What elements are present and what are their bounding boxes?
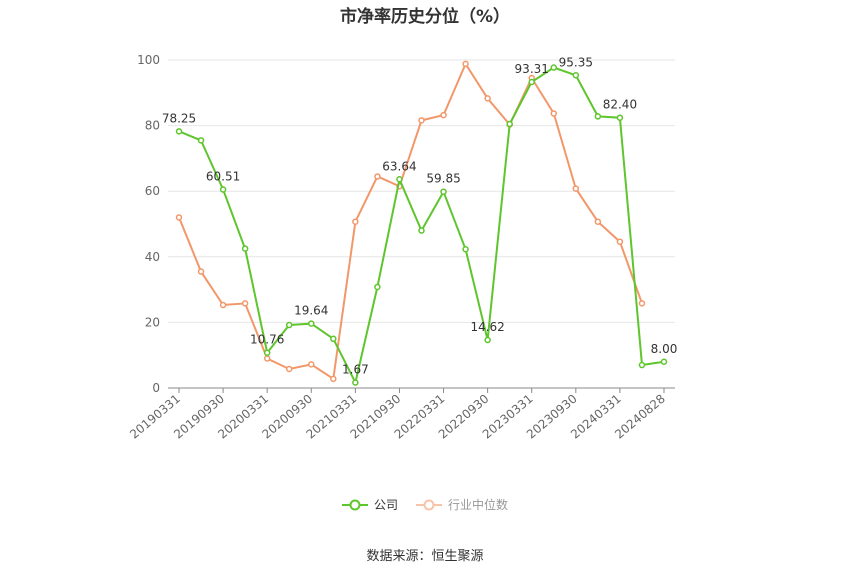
data-point	[594, 113, 602, 120]
data-labels: 78.25 60.51 10.76 19.64 1.67 63.64 59.85 14.62 9…	[162, 55, 678, 376]
data-point	[374, 283, 381, 291]
chart-title: 市净率历史分位（%）	[339, 7, 511, 27]
data-source: 数据来源：恒生聚源	[366, 549, 484, 564]
data-label: 93.31	[515, 62, 549, 76]
legend-label-company: 公司	[373, 498, 398, 512]
data-point	[440, 188, 447, 195]
axes: 0204060801002019033120190930202003312020…	[127, 53, 675, 442]
data-label: 14.62	[470, 320, 504, 334]
data-point	[219, 186, 227, 193]
data-label: 8.00	[651, 342, 678, 356]
data-label: 10.76	[250, 333, 284, 347]
legend-item-company[interactable]: 公司	[341, 496, 398, 513]
series	[175, 60, 668, 386]
data-point	[572, 185, 580, 192]
data-point	[462, 246, 469, 253]
data-point	[594, 218, 602, 225]
data-point	[616, 238, 624, 245]
y-tick-label: 40	[145, 250, 160, 264]
data-label: 78.25	[162, 111, 196, 125]
data-point	[484, 95, 491, 102]
data-label: 19.64	[294, 304, 328, 318]
data-point	[506, 120, 513, 128]
data-point	[352, 379, 359, 386]
data-point	[418, 117, 425, 124]
data-label: 63.64	[382, 159, 416, 173]
data-label: 82.40	[603, 98, 637, 112]
data-label: 59.85	[426, 172, 460, 186]
data-point	[175, 214, 183, 221]
data-point	[550, 64, 558, 71]
data-label: 60.51	[206, 170, 240, 184]
data-point	[418, 227, 425, 234]
data-point	[175, 128, 183, 135]
data-point	[396, 176, 403, 183]
data-point	[616, 114, 624, 121]
data-point	[484, 336, 491, 344]
data-point	[572, 72, 580, 79]
data-point	[263, 355, 271, 362]
legend-label-industry: 行业中位数	[448, 498, 509, 512]
data-point	[263, 349, 271, 356]
data-point	[462, 60, 469, 68]
grid-lines	[168, 59, 675, 323]
y-tick-label: 20	[145, 315, 160, 329]
y-tick-label: 80	[145, 119, 160, 133]
y-tick-label: 60	[145, 184, 160, 198]
data-point	[330, 375, 337, 383]
data-point	[285, 365, 293, 373]
data-point	[308, 320, 315, 327]
series-line	[178, 61, 643, 381]
data-point	[197, 268, 205, 275]
legend-company-icon	[341, 499, 368, 510]
data-point	[219, 301, 227, 309]
data-point	[285, 321, 293, 329]
data-point	[638, 361, 646, 369]
legend-industry-icon	[416, 499, 442, 510]
data-point	[638, 300, 646, 307]
data-point	[308, 361, 315, 368]
data-point	[550, 110, 558, 117]
legend: 公司 行业中位数	[0, 496, 850, 513]
legend-item-industry[interactable]: 行业中位数	[416, 496, 508, 513]
data-label: 1.67	[342, 363, 369, 377]
y-tick-label: 100	[137, 53, 160, 67]
data-point	[440, 111, 447, 119]
data-point	[374, 173, 381, 180]
data-point	[241, 245, 249, 252]
data-point	[528, 78, 535, 86]
data-point	[330, 335, 337, 343]
data-point	[241, 300, 249, 307]
y-tick-label: 0	[152, 381, 160, 395]
data-label: 95.35	[559, 55, 593, 69]
data-point	[660, 358, 668, 366]
data-point	[352, 218, 359, 225]
data-point	[197, 137, 205, 144]
